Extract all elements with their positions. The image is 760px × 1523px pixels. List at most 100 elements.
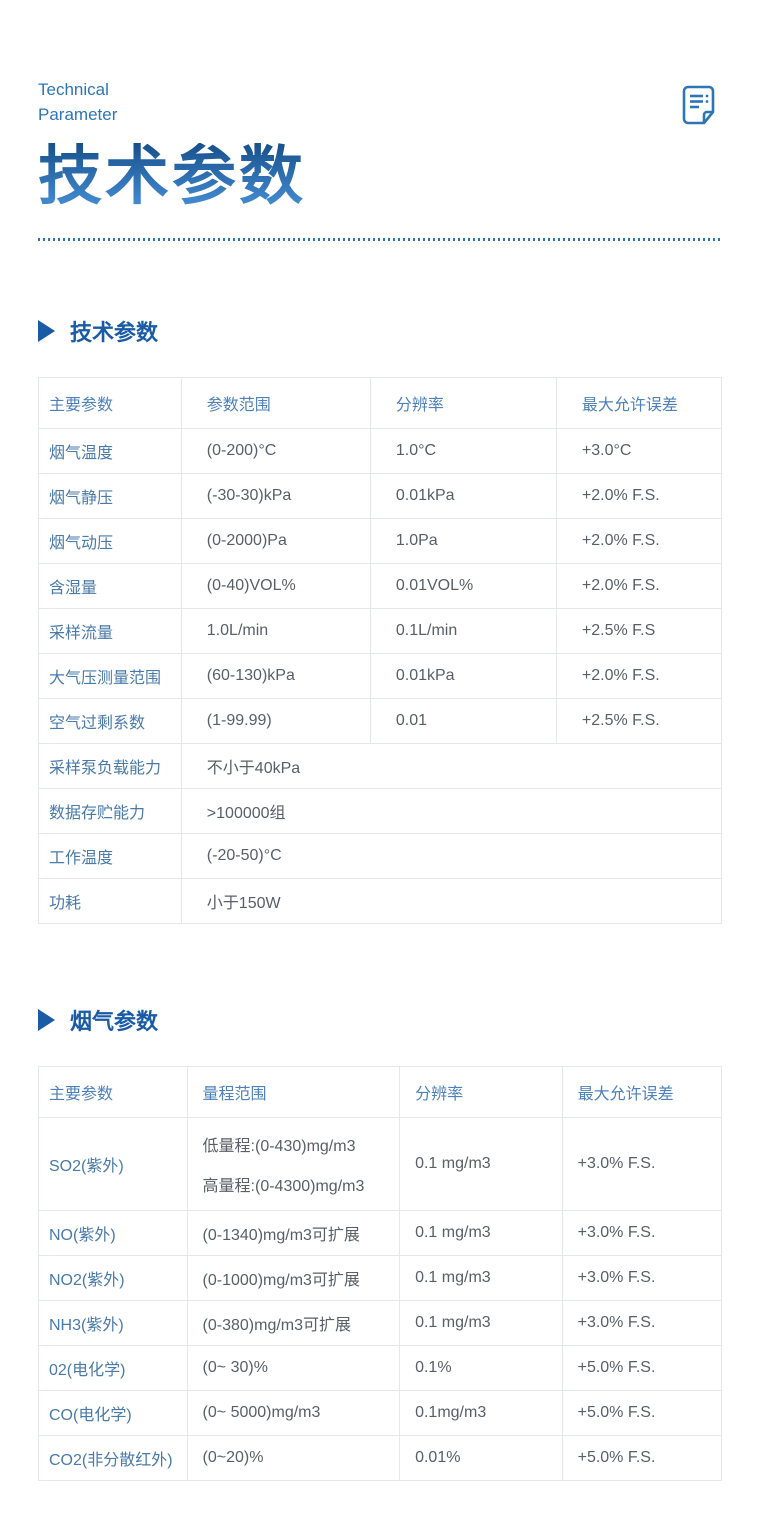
param-value-cell: (0~20)% [186, 1435, 401, 1482]
column-header: 参数范围 [180, 377, 371, 430]
section-heading: 技术参数 [38, 315, 722, 347]
flue-gas-parameters-table: 主要参数 量程范围 分辨率 最大允许误差 SO2(紫外) 低量程:(0-430)mg/m… [38, 1066, 723, 1482]
document-list-icon [680, 84, 716, 131]
param-value-cell: 0.1mg/m3 [399, 1390, 563, 1437]
param-value-cell: +3.0°C [555, 428, 723, 475]
param-value-cell: +2.0% F.S. [555, 518, 723, 565]
param-value-cell: +2.0% F.S. [555, 563, 723, 610]
param-value-cell: 0.01kPa [369, 473, 557, 520]
column-header: 最大允许误差 [555, 377, 723, 430]
page-header: Technical Parameter [38, 0, 722, 131]
param-value-cell: (0~ 5000)mg/m3 [186, 1390, 401, 1437]
triangle-marker-icon [38, 1009, 55, 1032]
param-value-cell: 0.01% [399, 1435, 563, 1482]
param-value-cell: (0-380)mg/m3可扩展 [186, 1300, 401, 1347]
table-row: NH3(紫外) (0-380)mg/m3可扩展 0.1 mg/m3 +3.0% F.S… [38, 1300, 723, 1347]
param-value-cell: 0.1% [399, 1345, 563, 1392]
table-row: SO2(紫外) 低量程:(0-430)mg/m3 高量程:(0-4300)mg/m3… [38, 1117, 723, 1212]
section-heading-label: 技术参数 [70, 320, 159, 346]
param-value-cell: 0.1 mg/m3 [399, 1117, 563, 1212]
param-name-cell: 烟气动压 [38, 518, 182, 565]
column-header: 量程范围 [186, 1066, 401, 1119]
param-value-cell: 1.0°C [369, 428, 557, 475]
column-header: 最大允许误差 [561, 1066, 723, 1119]
table-row: 工作温度 (-20-50)°C [38, 833, 723, 880]
table-row: 数据存贮能力 >100000组 [38, 788, 723, 835]
param-name-cell: 采样泵负载能力 [38, 743, 182, 790]
column-header: 分辨率 [369, 377, 557, 430]
param-name-cell: 含湿量 [38, 563, 182, 610]
section-flue-gas-parameters: 烟气参数 主要参数 量程范围 分辨率 最大允许误差 SO2(紫外) 低量程:(0-430… [38, 1004, 723, 1482]
param-value-cell: (60-130)kPa [180, 653, 371, 700]
param-name-cell: 数据存贮能力 [38, 788, 182, 835]
param-value-cell: >100000组 [180, 788, 723, 835]
column-header: 主要参数 [38, 1066, 188, 1119]
param-name-cell: 烟气静压 [38, 473, 182, 520]
table-row: 空气过剩系数 (1-99.99) 0.01 +2.5% F.S. [38, 698, 723, 745]
table-row: 采样流量 1.0L/min 0.1L/min +2.5% F.S [38, 608, 723, 655]
param-value-cell: 0.1L/min [369, 608, 557, 655]
param-value-cell: 1.0Pa [369, 518, 557, 565]
param-name-cell: 功耗 [38, 878, 182, 925]
param-value-cell: (0-40)VOL% [180, 563, 371, 610]
param-value-cell: 0.1 mg/m3 [399, 1300, 563, 1347]
table-row: 功耗 小于150W [38, 878, 723, 925]
table-header-row: 主要参数 量程范围 分辨率 最大允许误差 [38, 1066, 723, 1119]
param-name-cell: SO2(紫外) [38, 1117, 188, 1212]
eyebrow-line-1: Technical [38, 80, 109, 99]
param-name-cell: 工作温度 [38, 833, 182, 880]
table-row: 烟气静压 (-30-30)kPa 0.01kPa +2.0% F.S. [38, 473, 723, 520]
table-row: CO(电化学) (0~ 5000)mg/m3 0.1mg/m3 +5.0% F.S. [38, 1390, 723, 1437]
param-value-line: 高量程:(0-4300)mg/m3 [202, 1178, 365, 1196]
param-name-cell: 烟气温度 [38, 428, 182, 475]
section-heading: 烟气参数 [38, 1004, 722, 1036]
dotted-divider [38, 238, 722, 242]
param-value-cell: 不小于40kPa [180, 743, 723, 790]
param-value-cell: 1.0L/min [180, 608, 371, 655]
param-name-cell: CO(电化学) [38, 1390, 188, 1437]
table-row: 采样泵负载能力 不小于40kPa [38, 743, 723, 790]
table-header-row: 主要参数 参数范围 分辨率 最大允许误差 [38, 377, 723, 430]
header-eyebrow: Technical Parameter [38, 78, 117, 127]
param-value-cell: 0.01kPa [369, 653, 557, 700]
table-row: 含湿量 (0-40)VOL% 0.01VOL% +2.0% F.S. [38, 563, 723, 610]
param-name-cell: NO2(紫外) [38, 1255, 188, 1302]
table-row: 烟气温度 (0-200)°C 1.0°C +3.0°C [38, 428, 723, 475]
param-name-cell: 02(电化学) [38, 1345, 188, 1392]
param-name-cell: 空气过剩系数 [38, 698, 182, 745]
param-value-cell: (-30-30)kPa [180, 473, 371, 520]
eyebrow-line-2: Parameter [38, 104, 118, 124]
table-row: 02(电化学) (0~ 30)% 0.1% +5.0% F.S. [38, 1345, 723, 1392]
param-value-cell: (0-2000)Pa [180, 518, 371, 565]
param-value-cell: (0-1340)mg/m3可扩展 [186, 1210, 401, 1257]
param-value-cell: 0.1 mg/m3 [399, 1255, 563, 1302]
param-value-cell: (0-1000)mg/m3可扩展 [186, 1255, 401, 1302]
column-header: 主要参数 [38, 377, 182, 430]
table-row: 大气压测量范围 (60-130)kPa 0.01kPa +2.0% F.S. [38, 653, 723, 700]
param-name-cell: 大气压测量范围 [38, 653, 182, 700]
param-value-cell: +2.5% F.S. [555, 698, 723, 745]
param-value-cell: 0.1 mg/m3 [399, 1210, 563, 1257]
param-value-cell: +3.0% F.S. [561, 1300, 723, 1347]
param-value-cell: +3.0% F.S. [561, 1255, 723, 1302]
table-row: NO2(紫外) (0-1000)mg/m3可扩展 0.1 mg/m3 +3.0% F.… [38, 1255, 723, 1302]
section-technical-parameters: 技术参数 主要参数 参数范围 分辨率 最大允许误差 烟气温度 (0-200)°C 1.0°… [38, 315, 723, 925]
param-value-cell: (-20-50)°C [180, 833, 723, 880]
param-value-cell: 低量程:(0-430)mg/m3 高量程:(0-4300)mg/m3 [186, 1117, 401, 1212]
table-row: CO2(非分散红外) (0~20)% 0.01% +5.0% F.S. [38, 1435, 723, 1482]
param-value-line: 低量程:(0-430)mg/m3 [202, 1138, 356, 1156]
param-name-cell: CO2(非分散红外) [38, 1435, 188, 1482]
param-value-cell: (1-99.99) [180, 698, 371, 745]
param-value-cell: +2.0% F.S. [555, 653, 723, 700]
technical-parameters-table: 主要参数 参数范围 分辨率 最大允许误差 烟气温度 (0-200)°C 1.0°C +3.0… [38, 377, 723, 925]
param-value-cell: 0.01VOL% [369, 563, 557, 610]
column-header: 分辨率 [399, 1066, 563, 1119]
triangle-marker-icon [38, 320, 55, 343]
param-value-cell: (0-200)°C [180, 428, 371, 475]
section-heading-label: 烟气参数 [70, 1009, 159, 1035]
param-value-cell: (0~ 30)% [186, 1345, 401, 1392]
param-value-cell: +5.0% F.S. [561, 1435, 723, 1482]
param-value-cell: +3.0% F.S. [561, 1117, 723, 1212]
table-row: NO(紫外) (0-1340)mg/m3可扩展 0.1 mg/m3 +3.0% F.S… [38, 1210, 723, 1257]
